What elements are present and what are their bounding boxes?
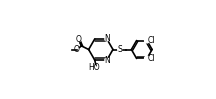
Text: O: O — [76, 35, 82, 44]
Circle shape — [145, 56, 149, 61]
Text: O: O — [74, 45, 80, 54]
Circle shape — [118, 48, 122, 51]
Circle shape — [92, 65, 96, 70]
Text: N: N — [104, 34, 110, 43]
Circle shape — [105, 58, 109, 62]
Text: Cl: Cl — [148, 36, 155, 45]
Circle shape — [145, 38, 149, 43]
Circle shape — [105, 37, 109, 41]
Text: Cl: Cl — [148, 54, 155, 63]
Text: S: S — [117, 45, 122, 54]
Text: N: N — [104, 56, 110, 65]
Text: HO: HO — [88, 63, 100, 72]
Circle shape — [75, 48, 79, 51]
Circle shape — [77, 38, 81, 42]
